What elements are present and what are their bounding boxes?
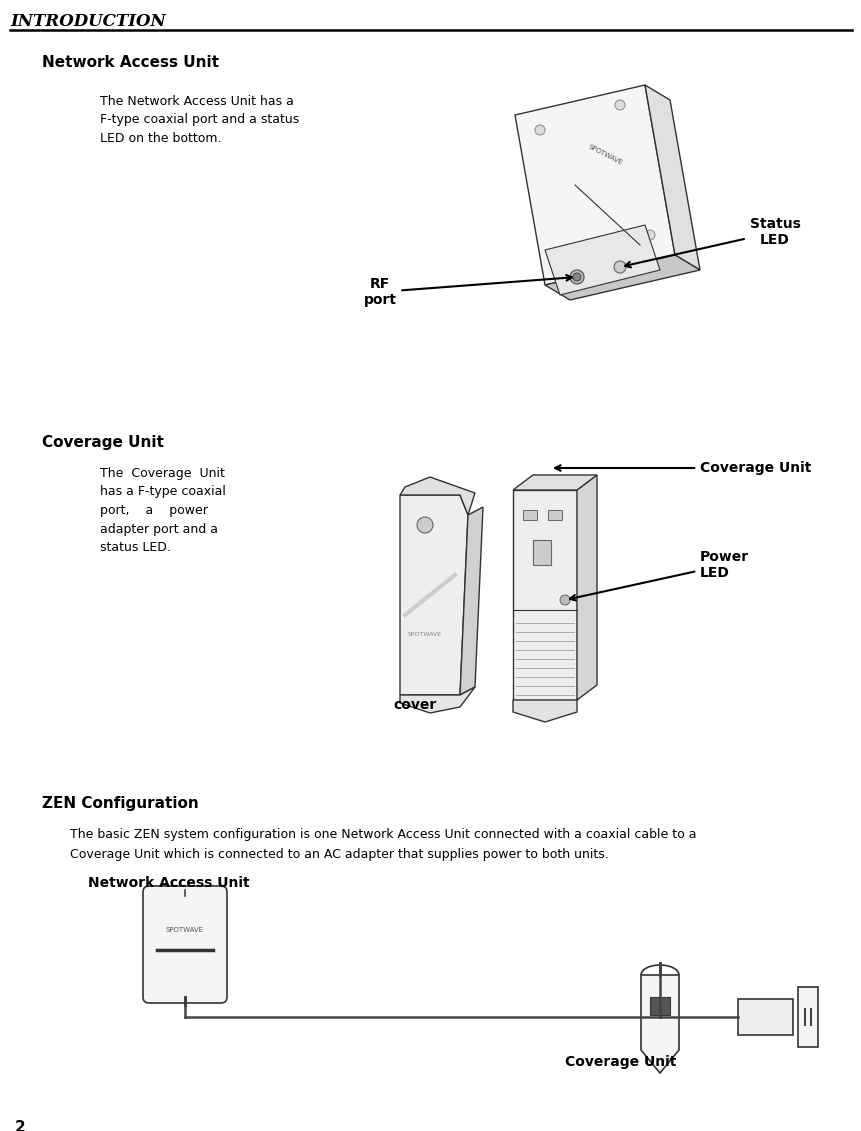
Circle shape xyxy=(613,261,625,273)
Bar xyxy=(649,998,669,1015)
Text: The basic ZEN system configuration is one Network Access Unit connected with a c: The basic ZEN system configuration is on… xyxy=(70,828,696,841)
Polygon shape xyxy=(544,225,660,295)
Text: Network Access Unit: Network Access Unit xyxy=(42,55,219,70)
Circle shape xyxy=(560,260,569,270)
Polygon shape xyxy=(400,495,468,696)
Bar xyxy=(548,510,561,520)
Bar xyxy=(737,999,792,1035)
Bar xyxy=(532,539,550,566)
Polygon shape xyxy=(400,477,474,515)
Text: 2: 2 xyxy=(15,1120,26,1131)
Circle shape xyxy=(535,126,544,135)
Text: SPOTWAVE: SPOTWAVE xyxy=(166,927,204,933)
Circle shape xyxy=(560,595,569,605)
Bar xyxy=(523,510,536,520)
Text: Status
LED: Status LED xyxy=(624,217,800,267)
Text: Coverage Unit: Coverage Unit xyxy=(554,461,810,475)
Text: The  Coverage  Unit
has a F-type coaxial
port,    a    power
adapter port and a
: The Coverage Unit has a F-type coaxial p… xyxy=(100,467,226,554)
Text: Power
LED: Power LED xyxy=(569,550,748,601)
Text: SPOTWAVE: SPOTWAVE xyxy=(407,632,442,638)
Text: INTRODUCTION: INTRODUCTION xyxy=(10,14,165,31)
Polygon shape xyxy=(576,475,597,700)
Bar xyxy=(797,987,817,1047)
Circle shape xyxy=(417,517,432,533)
Polygon shape xyxy=(641,975,678,1073)
Polygon shape xyxy=(460,507,482,696)
Circle shape xyxy=(644,230,654,240)
Text: Coverage Unit: Coverage Unit xyxy=(42,435,164,450)
Polygon shape xyxy=(400,687,474,713)
Polygon shape xyxy=(644,85,699,270)
Text: Network Access Unit: Network Access Unit xyxy=(88,877,250,890)
Text: The Network Access Unit has a
F-type coaxial port and a status
LED on the bottom: The Network Access Unit has a F-type coa… xyxy=(100,95,299,145)
Text: RF
port: RF port xyxy=(363,275,571,308)
Circle shape xyxy=(614,100,624,110)
Polygon shape xyxy=(512,700,576,722)
Text: SPOTWAVE: SPOTWAVE xyxy=(586,144,623,166)
Polygon shape xyxy=(514,85,674,285)
Polygon shape xyxy=(544,254,699,300)
Polygon shape xyxy=(512,490,576,700)
FancyBboxPatch shape xyxy=(143,886,226,1003)
Circle shape xyxy=(573,273,580,280)
Circle shape xyxy=(569,270,583,284)
Text: Coverage Unit which is connected to an AC adapter that supplies power to both un: Coverage Unit which is connected to an A… xyxy=(70,848,608,861)
Text: cover: cover xyxy=(393,698,437,713)
Polygon shape xyxy=(512,475,597,490)
Text: Coverage Unit: Coverage Unit xyxy=(564,1055,676,1069)
Text: ZEN Configuration: ZEN Configuration xyxy=(42,796,199,811)
